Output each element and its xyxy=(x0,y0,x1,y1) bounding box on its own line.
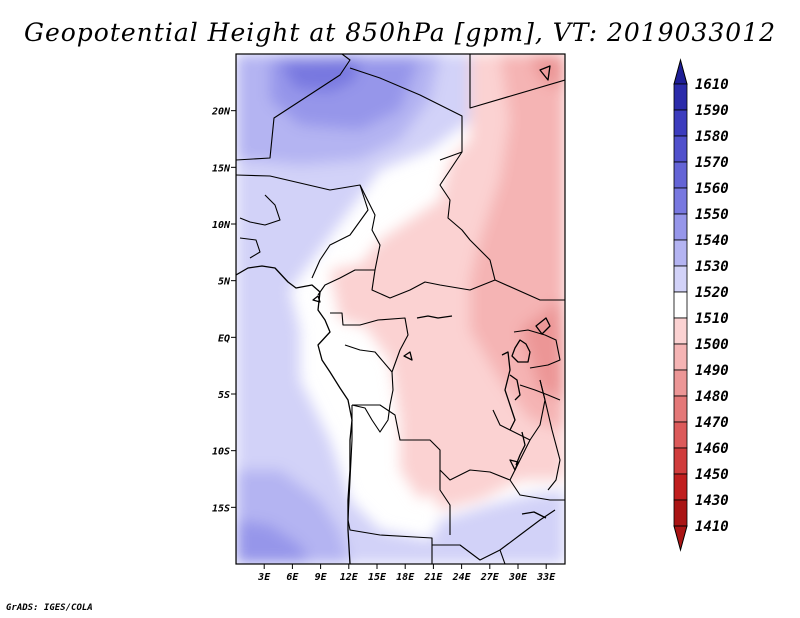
colorbar-label: 1570 xyxy=(695,155,729,171)
colorbar-label: 1610 xyxy=(695,77,729,93)
colorbar-label: 1460 xyxy=(695,441,729,457)
colorbar-label: 1520 xyxy=(695,285,729,301)
coastline xyxy=(236,65,551,564)
lon-tick-label: 9E xyxy=(315,572,328,583)
colorbar-label: 1590 xyxy=(695,103,729,119)
colorbar-swatch xyxy=(673,395,688,423)
colorbar-label: 1430 xyxy=(695,493,729,509)
lon-tick-label: 21E xyxy=(423,572,443,583)
colorbar-swatch xyxy=(673,499,688,527)
height-field xyxy=(236,54,565,564)
colorbar-swatch xyxy=(673,369,688,397)
colorbar-swatch xyxy=(673,83,688,111)
lat-tick-label: 15N xyxy=(212,163,231,174)
colorbar-label: 1470 xyxy=(695,415,729,431)
lon-tick-label: 18E xyxy=(396,572,415,583)
axis-ticks: 3E 6E 9E 12E 15E 18E 21E 24E 27E 30E 33E 20N 15N 10N 5… xyxy=(211,107,556,583)
map-title: Geopotential Height at 850hPa [gpm], VT:… xyxy=(23,18,777,47)
colorbar-swatch xyxy=(673,265,688,293)
colorbar-label: 1510 xyxy=(695,311,729,327)
lat-tick-label: 20N xyxy=(211,107,231,118)
lon-tick-label: 15E xyxy=(368,572,387,583)
colorbar-swatch xyxy=(673,447,688,475)
map-frame xyxy=(235,53,566,565)
lat-tick-label: 5N xyxy=(218,277,231,288)
colorbar-extend-bottom xyxy=(673,525,688,552)
lon-tick-label: 27E xyxy=(480,572,500,583)
colorbar-label: 1500 xyxy=(695,337,729,353)
colorbar-extend-top xyxy=(673,58,688,85)
lon-tick-label: 6E xyxy=(286,572,299,583)
colorbar-label: 1550 xyxy=(695,207,729,223)
lat-tick-label: 5S xyxy=(218,390,230,401)
credit-label: GrADS: IGES/COLA xyxy=(6,603,93,613)
colorbar-label: 1580 xyxy=(695,129,729,145)
lon-tick-label: 3E xyxy=(257,572,271,583)
colorbar-swatch xyxy=(673,343,688,371)
colorbar-swatch xyxy=(673,291,688,319)
colorbar-swatch xyxy=(673,239,688,267)
colorbar-swatch xyxy=(673,187,688,215)
lat-tick-label: 10S xyxy=(212,447,230,458)
colorbar-swatch xyxy=(673,161,688,189)
lon-tick-label: 33E xyxy=(536,572,556,583)
colorbar-label: 1530 xyxy=(695,259,729,275)
colorbar-swatch xyxy=(673,135,688,163)
colorbar-swatch xyxy=(673,473,688,501)
colorbar-label: 1540 xyxy=(695,233,729,249)
colorbar-swatch xyxy=(673,317,688,345)
colorbar-swatch xyxy=(673,213,688,241)
colorbar-swatch xyxy=(673,109,688,137)
lon-tick-label: 24E xyxy=(452,572,472,583)
lon-tick-label: 12E xyxy=(340,572,359,583)
colorbar-swatch xyxy=(673,421,688,449)
colorbar-label: 1560 xyxy=(695,181,729,197)
lat-tick-label: 10N xyxy=(212,220,231,231)
colorbar: 1610 1590 1580 1570 1560 1550 1540 1530 1520 1510… xyxy=(673,58,729,552)
lat-tick-label: 15S xyxy=(212,503,230,514)
colorbar-label: 1490 xyxy=(695,363,729,379)
lat-tick-label: EQ xyxy=(218,333,230,344)
colorbar-label: 1410 xyxy=(695,519,729,535)
lon-tick-label: 30E xyxy=(508,572,528,583)
colorbar-label: 1450 xyxy=(695,467,729,483)
colorbar-label: 1480 xyxy=(695,389,729,405)
